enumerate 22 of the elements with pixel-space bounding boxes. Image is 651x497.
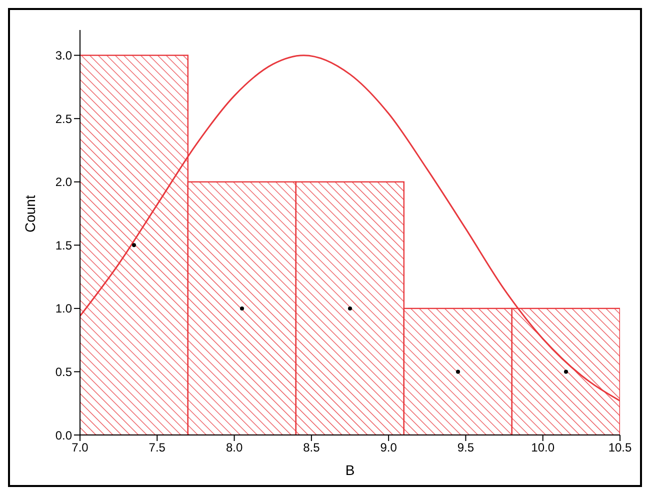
y-tick-label: 3.0 [55,48,72,63]
x-tick-label: 9.5 [457,440,474,455]
point [456,370,460,374]
y-tick-label: 0.5 [55,364,72,379]
x-tick-label: 9.0 [380,440,398,455]
point [240,306,244,310]
y-tick-label: 2.0 [55,175,72,190]
y-tick-label: 1.5 [55,238,72,252]
y-tick-label: 2.5 [55,112,72,126]
x-tick-label: 7.0 [72,440,89,455]
x-tick-label: 10.0 [531,440,555,455]
x-tick-label: 10.5 [608,440,632,455]
point [564,370,568,374]
y-tick-label: 1.0 [55,302,72,316]
x-tick-label: 8.0 [226,440,243,455]
x-tick-label: 7.5 [148,440,166,455]
x-tick-label: 8.5 [303,440,320,455]
point [132,243,136,248]
y-tick-label: 0.0 [55,428,72,442]
point [348,306,352,310]
y-axis-title: Count [22,195,38,232]
x-axis-title: B [345,462,355,478]
